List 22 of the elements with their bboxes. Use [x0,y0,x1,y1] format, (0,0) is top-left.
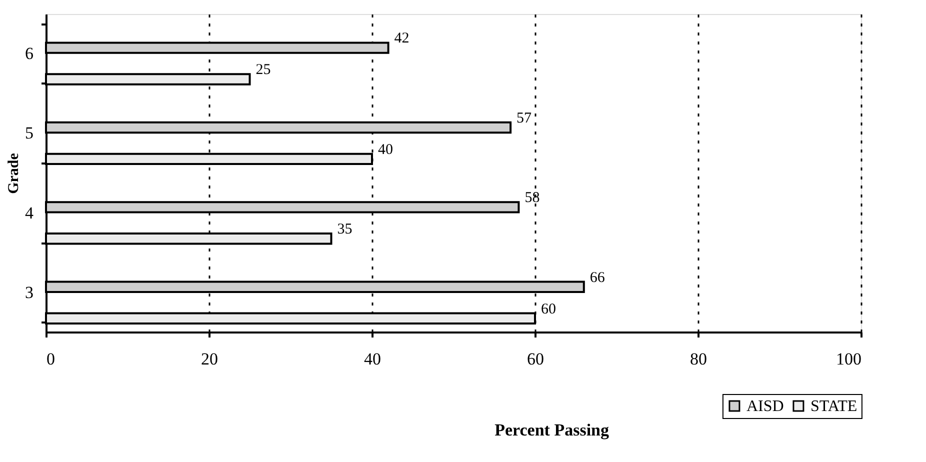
x-tick-label: 20 [201,350,218,368]
data-label: 42 [394,30,410,47]
x-tick-label: 100 [836,350,862,368]
data-label: 58 [524,190,540,206]
data-label: 57 [516,110,532,126]
x-tick-label: 80 [690,350,707,368]
y-tick-label: 3 [25,283,34,302]
legend-label: STATE [810,398,858,415]
y-tick-label: 4 [25,203,34,222]
y-tick-label: 5 [25,124,34,143]
x-tick-label: 60 [527,350,544,368]
data-label: 40 [378,142,393,158]
x-tick-label: 40 [364,350,381,368]
y-tick-label: 6 [25,44,34,63]
data-label: 35 [337,222,352,238]
legend-label: AISD [746,398,784,415]
x-tick-label: 0 [46,350,55,368]
data-label: 60 [541,301,556,318]
y-axis-title: Grade [6,152,22,194]
x-axis-title: Percent Passing [494,420,610,440]
data-label: 66 [590,270,606,286]
data-label: 25 [256,62,271,78]
